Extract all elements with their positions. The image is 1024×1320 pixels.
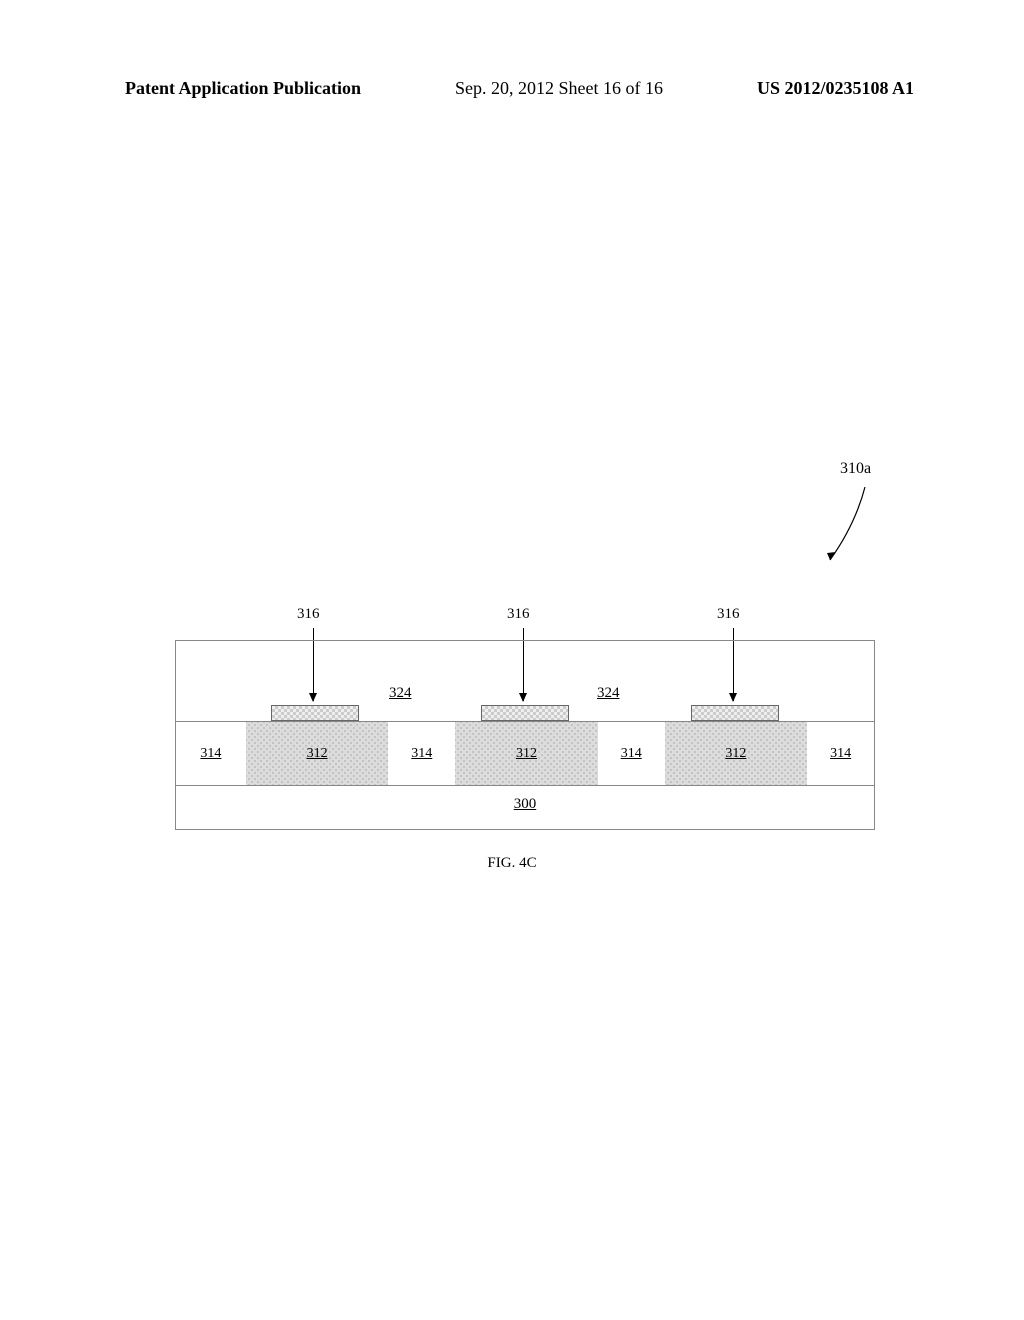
- leader-line-310a: [820, 485, 880, 565]
- active-region-3: 312: [665, 721, 808, 786]
- top-region-3: [691, 705, 779, 721]
- label-324-2: 324: [597, 685, 620, 702]
- iso-region-1: 314: [176, 721, 246, 786]
- header-right: US 2012/0235108 A1: [757, 78, 914, 99]
- label-316-3: 316: [717, 606, 740, 623]
- top-region-1: [271, 705, 359, 721]
- figure-4c: 324 324 314 312 314 312 314 312 314 300: [175, 640, 875, 830]
- layer-row: 314 312 314 312 314 312 314: [176, 721, 874, 786]
- header-left: Patent Application Publication: [125, 78, 361, 99]
- header-center: Sep. 20, 2012 Sheet 16 of 16: [455, 78, 663, 99]
- iso-region-2: 314: [388, 721, 455, 786]
- label-324-1: 324: [389, 685, 412, 702]
- substrate-label: 300: [514, 796, 537, 813]
- label-316-2: 316: [507, 606, 530, 623]
- active-region-2: 312: [455, 721, 598, 786]
- label-316-1: 316: [297, 606, 320, 623]
- figure-caption: FIG. 4C: [487, 855, 536, 872]
- iso-region-3: 314: [598, 721, 665, 786]
- active-region-1: 312: [246, 721, 389, 786]
- iso-region-4: 314: [807, 721, 874, 786]
- page-header: Patent Application Publication Sep. 20, …: [0, 78, 1024, 99]
- top-region-2: [481, 705, 569, 721]
- reference-label-310a: 310a: [840, 460, 871, 478]
